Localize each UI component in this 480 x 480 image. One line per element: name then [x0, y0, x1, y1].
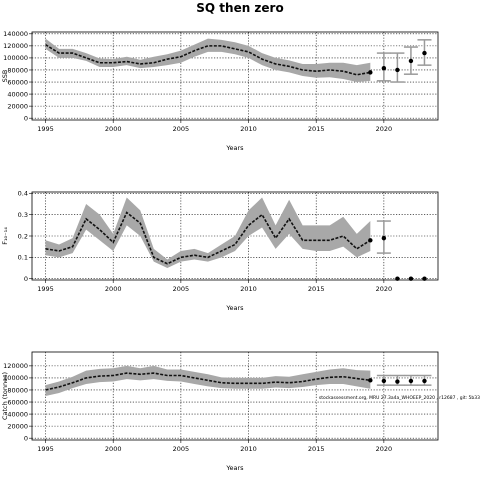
axes-frame [31, 31, 439, 121]
y-tick-label: 80000 [7, 66, 28, 74]
forecast-point [381, 378, 387, 384]
figure-title: SQ then zero [196, 1, 283, 15]
x-tick-label: 2005 [173, 285, 190, 293]
forecast-point [368, 238, 373, 243]
x-tick-label: 2020 [376, 445, 393, 453]
x-tick-label: 2020 [376, 285, 393, 293]
y-tick-label: 60000 [7, 78, 28, 86]
y-tick-label: 0.4 [18, 190, 28, 198]
x-tick-label: 2005 [173, 125, 190, 133]
panels: 1995 2000 2005 2010 2015 20200200004000060000… [1, 30, 480, 472]
y-tick-label: 0.3 [18, 211, 28, 219]
forecast-point [368, 378, 373, 383]
y-tick-label: 40000 [7, 410, 28, 418]
x-axis-label: Years [225, 464, 244, 472]
y-axis-label: Catch (tonnes) [1, 372, 9, 420]
x-tick-label: 2010 [240, 445, 257, 453]
x-tick-label: 2015 [308, 285, 325, 293]
x-axis-label: Years [225, 304, 244, 312]
x-tick-label: 1995 [37, 285, 54, 293]
x-axis-label: Years [225, 144, 244, 152]
y-tick-label: 120000 [3, 362, 28, 370]
y-tick-label: 20000 [7, 102, 28, 110]
forecast-point [368, 70, 373, 75]
forecast-point [422, 378, 427, 384]
forecast-point [422, 50, 427, 56]
x-tick-label: 2000 [105, 285, 122, 293]
y-tick-label: 140000 [3, 30, 28, 38]
y-axis-label: F₁₀₋₁₄ [1, 227, 9, 245]
y-tick-label: 120000 [3, 42, 28, 50]
panel-ssb: 1995 2000 2005 2010 2015 2020 0 20000 40000 60000… [1, 30, 439, 152]
y-tick-label: 80000 [7, 386, 28, 394]
estimate-line [45, 43, 371, 76]
axes-frame [31, 351, 439, 441]
x-tick-label: 2000 [105, 445, 122, 453]
x-tick-label: 1995 [37, 445, 54, 453]
panel-catch: 1995 2000 2005 2010 2015 2020 0 20000 40000 60000… [1, 351, 439, 472]
forecast-point [381, 235, 387, 241]
annotation-text: stockassessment.org, MRU 27.3a4a_WHOEEP_… [319, 395, 480, 401]
x-tick-label: 2015 [308, 445, 325, 453]
x-tick-label: 2020 [376, 125, 393, 133]
x-tick-label: 2015 [308, 125, 325, 133]
estimate-line [45, 372, 371, 391]
y-tick-label: 0 [24, 275, 28, 283]
y-tick-label: 100000 [3, 374, 28, 382]
confidence-band [45, 38, 371, 83]
x-tick-label: 2000 [105, 125, 122, 133]
y-tick-label: 20000 [7, 422, 28, 430]
y-tick-label: 0 [24, 114, 28, 122]
forecast-point [395, 67, 400, 73]
confidence-band [45, 197, 371, 269]
y-axis-label: SSB [1, 70, 9, 83]
estimate-line [45, 211, 371, 265]
forecast-point [395, 379, 400, 384]
y-tick-label: 100000 [3, 54, 28, 62]
panel-fbar: 1995 2000 2005 2010 2015 2020 0 0.1 0.2 0.3 0.4 Yea… [1, 190, 439, 312]
y-tick-label: 60000 [7, 398, 28, 406]
x-tick-label: 2010 [240, 125, 257, 133]
y-tick-label: 0.1 [18, 254, 28, 262]
y-tick-label: 0.2 [18, 232, 28, 240]
forecast-point [408, 58, 414, 64]
confidence-band [45, 365, 371, 396]
forecast-point [408, 378, 414, 384]
x-tick-label: 2005 [173, 445, 190, 453]
y-tick-label: 40000 [7, 90, 28, 98]
y-tick-label: 0 [24, 434, 28, 442]
x-tick-label: 2010 [240, 285, 257, 293]
forecast-point [381, 65, 387, 71]
x-tick-label: 1995 [37, 125, 54, 133]
